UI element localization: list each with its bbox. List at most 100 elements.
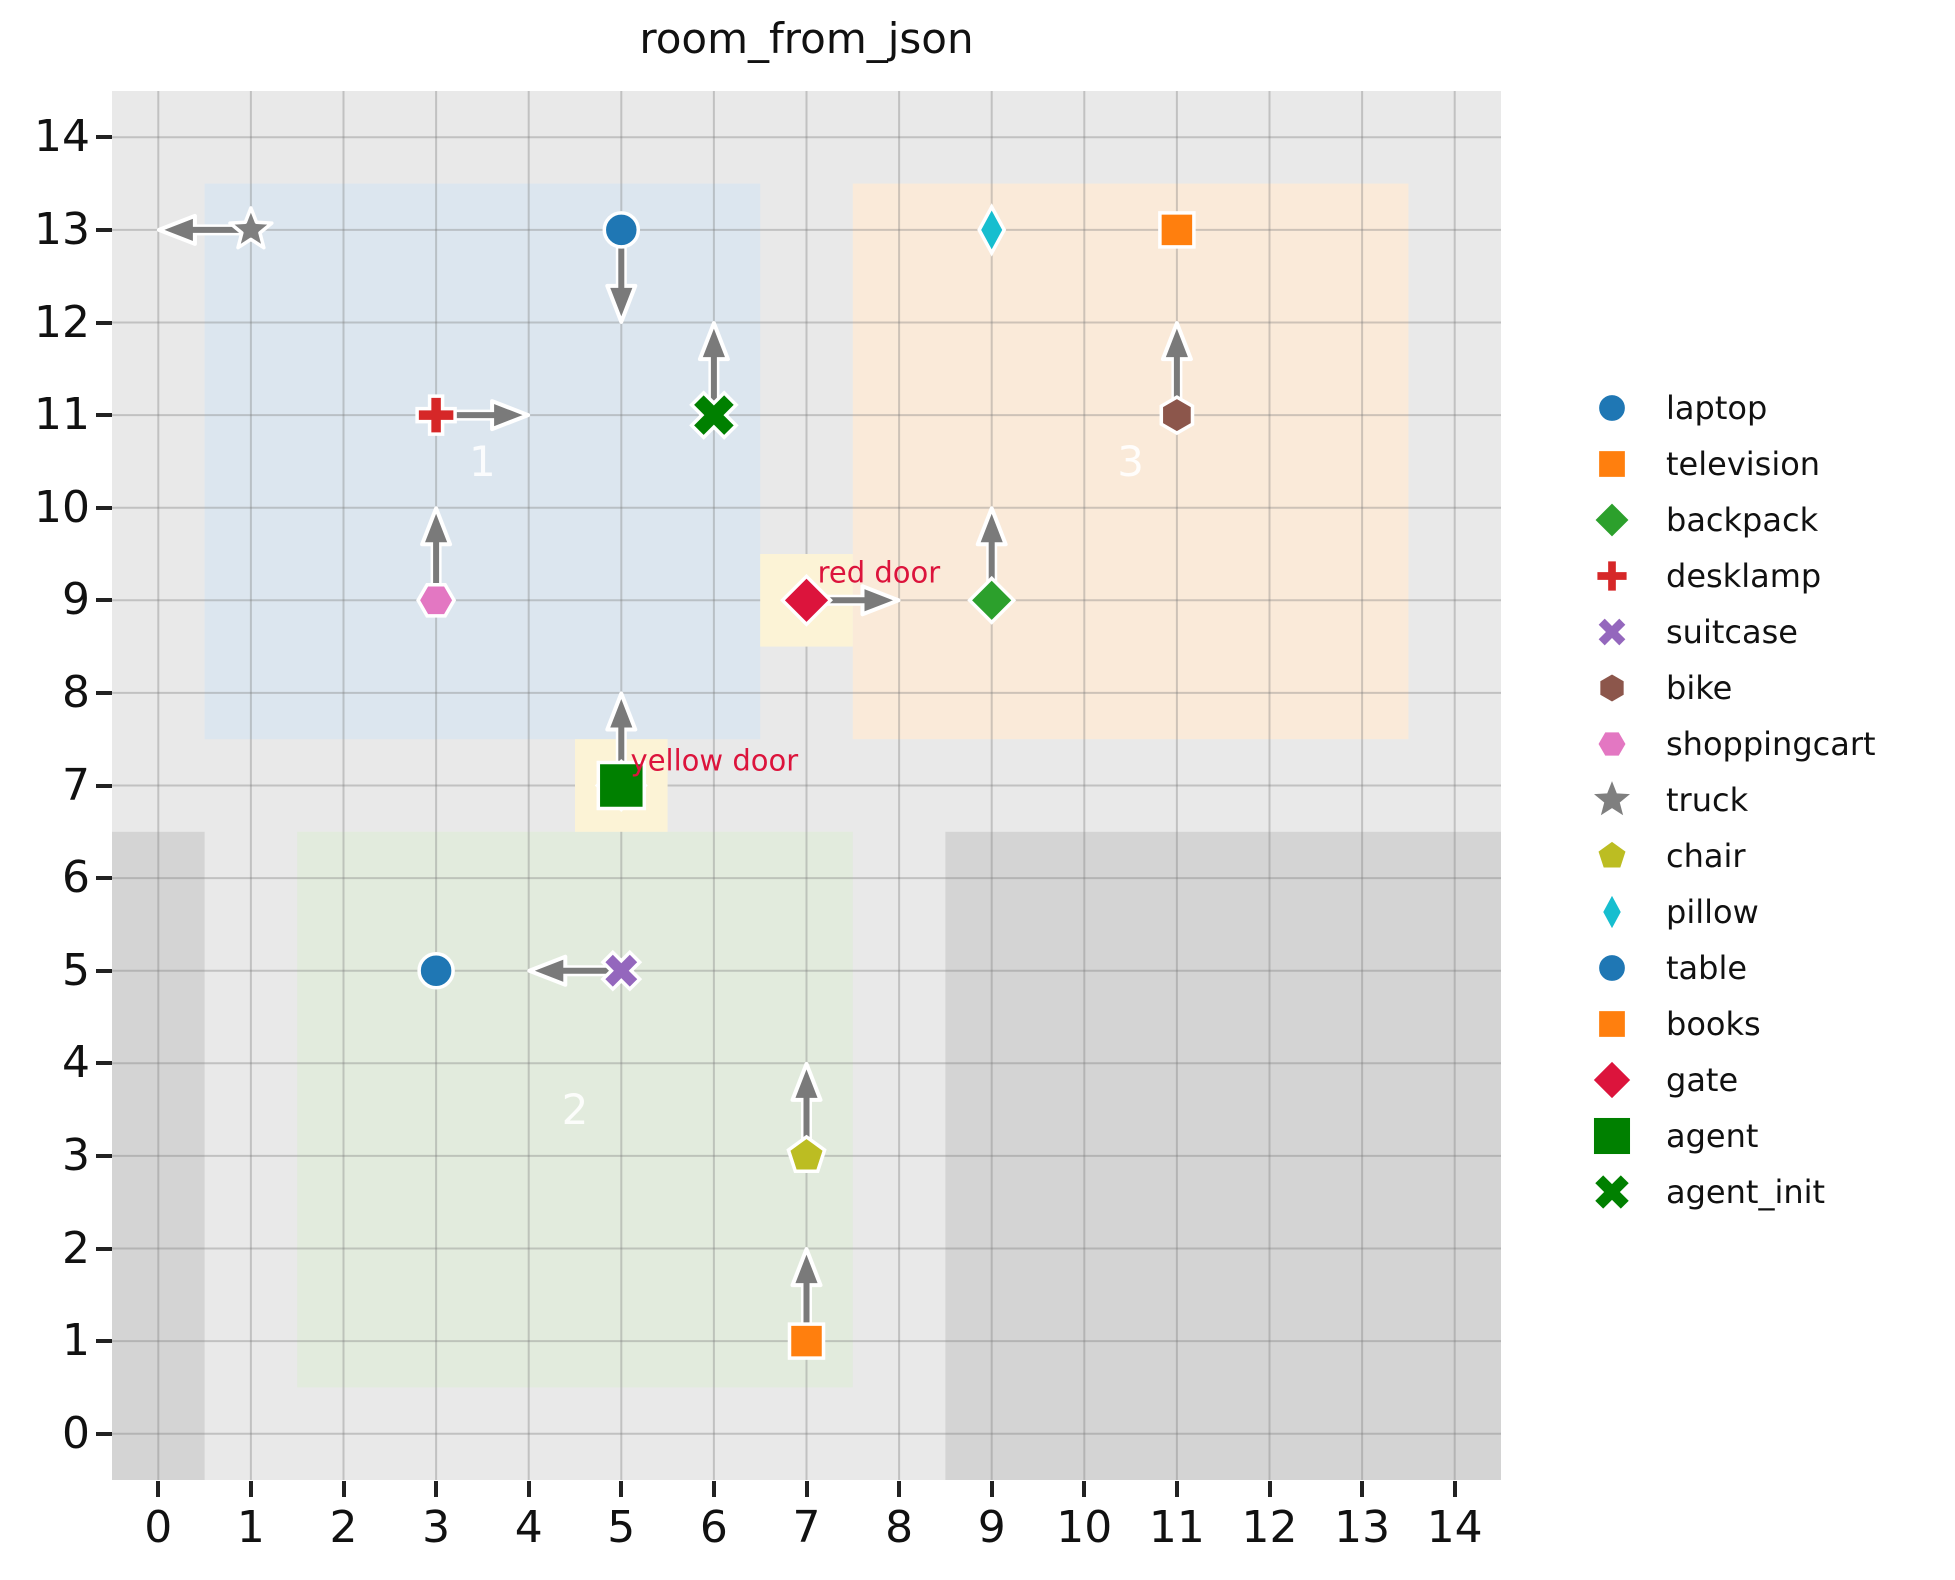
marker-truck-shape [228,206,274,250]
legend-label-pillow: pillow [1666,893,1759,931]
y-tick-0 [96,1431,112,1436]
legend-marker-truck [1594,781,1630,816]
marker-laptop-shape [602,211,641,249]
marker-television [1158,211,1196,249]
y-tick-1 [96,1339,112,1344]
x-tick-10 [1082,1481,1087,1497]
y-tick-label-9: 9 [62,574,90,626]
marker-bike-shape [1159,395,1195,436]
legend-label-agent: agent [1666,1117,1759,1155]
legend-marker-gate-icon [1588,1056,1636,1104]
legend-marker-gate [1588,1056,1636,1104]
legend-item-gate: gate [1580,1052,1876,1108]
marker-pillow [977,203,1007,257]
legend-marker-agent_init-shape [1590,1170,1634,1214]
x-tick-label-1: 1 [236,1502,265,1553]
marker-television-shape [1158,211,1196,249]
x-tick-12 [1267,1481,1272,1497]
door-label-yellow-door: yellow door [631,743,799,777]
legend-marker-truck-icon [1594,781,1630,816]
marker-agent [596,760,647,811]
y-tick-3 [96,1153,112,1158]
legend: laptop television backpack desklamp suitcase… [1580,380,1876,1220]
legend-marker-shoppingcart-shape [1594,728,1630,760]
legend-marker-agent-shape [1590,1114,1634,1158]
y-tick-label-10: 10 [34,481,90,533]
legend-label-agent_init: agent_init [1666,1173,1826,1211]
marker-shoppingcart [416,582,457,618]
x-tick-label-8: 8 [885,1502,914,1553]
y-tick-12 [96,320,112,325]
legend-item-agent_init: agent_init [1580,1164,1876,1220]
legend-marker-bike-shape [1596,670,1628,706]
legend-label-television: television [1666,445,1821,483]
x-tick-label-6: 6 [699,1502,728,1553]
legend-marker-pillow-shape [1599,888,1625,936]
legend-marker-bike-icon [1596,670,1628,706]
legend-marker-desklamp-icon [1593,557,1631,595]
room-1-area [204,183,761,740]
marker-backpack-shape [967,575,1017,625]
y-tick-label-6: 6 [62,852,90,904]
room-label-2: 2 [562,1085,589,1134]
marker-backpack [967,575,1017,625]
marker-desklamp-shape [415,394,457,436]
room-label-3: 3 [1117,437,1144,486]
y-tick-5 [96,968,112,973]
y-tick-label-1: 1 [62,1315,90,1367]
room-2-area [297,831,853,1388]
legend-marker-agent_init [1590,1170,1634,1214]
room-label-1: 1 [469,437,496,486]
x-tick-2 [341,1481,346,1497]
legend-marker-chair-icon [1594,837,1630,871]
x-tick-label-5: 5 [607,1502,636,1553]
legend-item-truck: truck [1580,772,1876,828]
legend-item-shoppingcart: shoppingcart [1580,716,1876,772]
legend-marker-suitcase [1593,613,1631,651]
marker-books [787,1322,826,1360]
legend-label-chair: chair [1666,837,1746,875]
blocked-region-0 [112,831,205,1480]
marker-laptop [602,211,641,249]
x-tick-13 [1360,1481,1365,1497]
legend-item-table: table [1580,940,1876,996]
legend-marker-desklamp [1593,557,1631,595]
marker-shoppingcart-shape [416,582,457,618]
y-tick-6 [96,876,112,881]
legend-marker-television-shape [1595,447,1629,481]
blocked-region-1 [945,831,1501,1480]
legend-marker-books-shape [1595,1007,1629,1041]
legend-label-gate: gate [1666,1061,1739,1099]
legend-item-bike: bike [1580,660,1876,716]
legend-marker-desklamp-shape [1593,557,1631,595]
y-tick-9 [96,598,112,603]
x-tick-label-14: 14 [1426,1502,1483,1553]
x-tick-label-13: 13 [1334,1502,1391,1553]
legend-marker-books [1595,1007,1629,1041]
y-tick-label-3: 3 [62,1129,90,1181]
marker-truck [228,206,274,250]
x-tick-11 [1174,1481,1179,1497]
x-tick-6 [711,1481,716,1497]
x-tick-14 [1452,1481,1457,1497]
legend-label-bike: bike [1666,669,1733,707]
legend-marker-backpack-shape [1590,498,1634,542]
marker-pillow-shape [977,203,1007,257]
y-tick-label-7: 7 [62,759,90,811]
legend-marker-laptop [1595,391,1629,425]
legend-marker-shoppingcart-icon [1594,728,1630,760]
legend-item-agent: agent [1580,1108,1876,1164]
legend-item-suitcase: suitcase [1580,604,1876,660]
marker-gate-shape [780,573,833,627]
legend-label-books: books [1666,1005,1761,1043]
y-tick-label-14: 14 [34,111,90,163]
door-label-red-door: red door [818,556,941,590]
legend-item-pillow: pillow [1580,884,1876,940]
legend-marker-agent [1590,1114,1634,1158]
legend-marker-truck-shape [1594,781,1630,816]
legend-item-desklamp: desklamp [1580,548,1876,604]
marker-chair-shape [786,1134,827,1174]
x-tick-label-4: 4 [514,1502,543,1553]
legend-marker-gate-shape [1588,1056,1636,1104]
